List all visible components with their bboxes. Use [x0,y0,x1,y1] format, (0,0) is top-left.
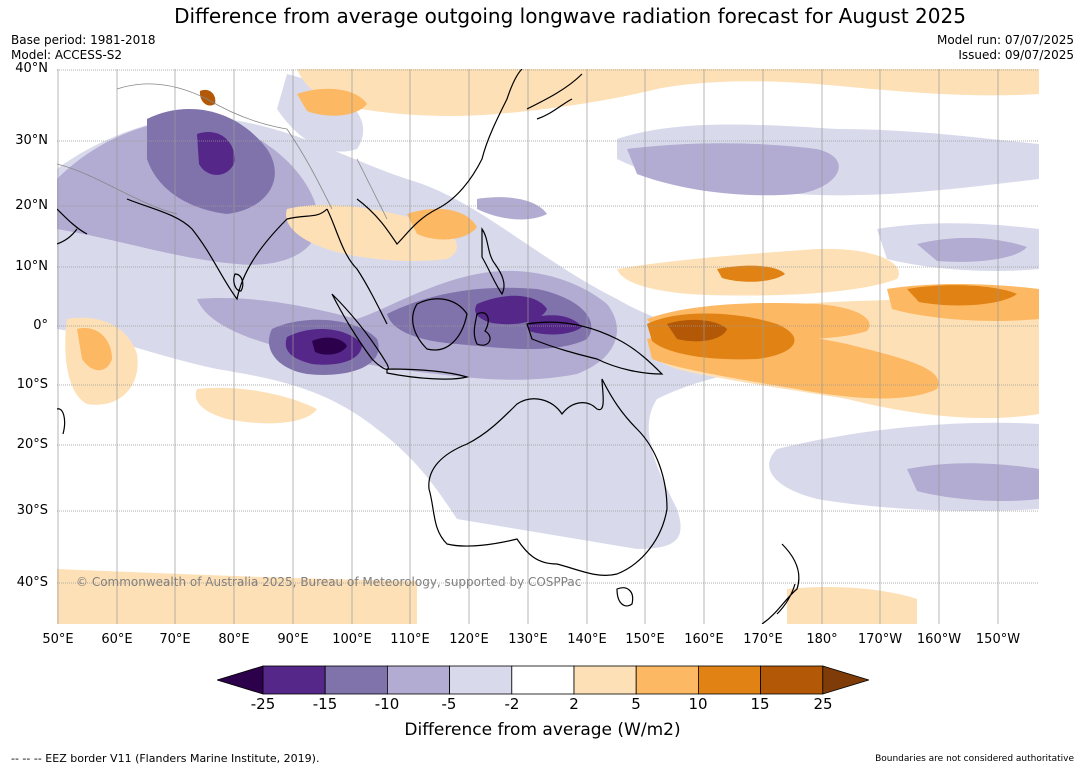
lon-label: 60°E [101,632,133,647]
eez-border-note: -- -- -- EEZ border V11 (Flanders Marine… [11,752,320,765]
colorbar-tick-label: 5 [631,695,641,713]
lon-label: 80°E [218,632,250,647]
colorbar-arrow-min [217,665,264,695]
map-svg [57,69,1039,624]
lon-label: 160°E [684,632,724,647]
lon-label: 170°E [743,632,783,647]
boundary-disclaimer: Boundaries are not considered authoritat… [875,754,1074,764]
mid-purple-region [907,463,1039,502]
lon-label: 90°E [277,632,309,647]
colorbar-cell [262,665,326,695]
lon-label: 170°W [857,632,903,647]
lon-label: 140°E [567,632,607,647]
meta-right: Model run: 07/07/2025 Issued: 09/07/2025 [937,33,1074,63]
colorbar-cell [386,665,450,695]
lat-label: 10°N [15,259,48,274]
lat-label: 10°S [16,377,48,392]
lon-label: 150°W [975,632,1021,647]
orange-region [77,328,112,371]
colorbar-title: Difference from average (W/m2) [404,720,681,740]
lat-label: 30°S [16,503,48,518]
mid-purple-region [477,197,547,220]
sri-lanka-coast [233,273,244,292]
new-zealand-coast [761,543,800,624]
model-name: Model: ACCESS-S2 [11,48,123,62]
coastlines [57,69,800,624]
colorbar-tick-label: 25 [813,695,833,713]
national-borders [57,83,388,220]
lon-label: 150°E [625,632,665,647]
lon-label: 70°E [159,632,191,647]
lon-label: 160°W [916,632,962,647]
positive-anomaly-fields [57,69,1039,624]
lon-label: 130°E [508,632,548,647]
lon-label: 110°E [390,632,430,647]
deep-purple-region [475,295,547,325]
issued-date: Issued: 09/07/2025 [958,48,1074,62]
tasmania-coast [616,587,634,607]
colorbar-cell [697,665,761,695]
colorbar-cells [217,665,869,695]
borneo-coast [412,298,468,351]
light-orange-region [297,69,1039,116]
colorbar-arrow-max [822,665,869,695]
colorbar-cell [573,665,637,695]
colorbar-tick-label: 2 [569,695,579,713]
southeast-asia-coast [326,69,523,325]
mid-purple-region [917,237,1027,262]
lat-label: 40°S [16,575,48,590]
lat-label: 30°N [15,133,48,148]
colorbar-tick-label: 15 [750,695,770,713]
philippines-coast [481,227,505,296]
light-orange-region [195,387,317,424]
copyright-notice: © Commonwealth of Australia 2025, Bureau… [76,575,582,589]
model-run: Model run: 07/07/2025 [936,33,1074,47]
sulawesi-coast [473,312,491,346]
java-coast [386,368,470,380]
map-area [57,69,1039,624]
deepest-orange-region [199,89,216,106]
lon-label: 120°E [449,632,489,647]
madagascar-coast [57,408,66,435]
deep-purple-region [527,315,582,335]
meta-left: Base period: 1981-2018 Model: ACCESS-S2 [11,33,156,63]
colorbar-tick-label: 10 [688,695,708,713]
lon-label: 100°E [332,632,372,647]
dark-orange-region [907,285,1017,306]
arabia-coast [57,208,88,245]
lat-label: 20°N [15,198,48,213]
mid-purple-region [627,143,839,196]
lat-label: 20°S [16,437,48,452]
australia-coast [428,378,668,576]
colorbar-tick-label: -25 [250,695,276,713]
map-title: Difference from average outgoing longwav… [174,4,966,28]
base-period: Base period: 1981-2018 [11,33,156,47]
lon-label: 180° [806,632,838,647]
colorbar-tick-label: -5 [441,695,457,713]
colorbar-tick-label: -2 [504,695,520,713]
colorbar-cell [760,665,824,695]
japan-coast [526,73,583,120]
deepest-orange-region [667,319,727,342]
colorbar-tick-label: -10 [374,695,400,713]
colorbar-cell [511,665,575,695]
colorbar-cell [324,665,388,695]
colorbar-tick-label: -15 [312,695,338,713]
lon-label: 50°E [42,632,74,647]
lat-label: 0° [33,318,48,333]
light-orange-region [787,587,917,624]
darkest-purple-region [312,337,347,355]
graticule [57,69,1039,624]
lat-label: 40°N [15,61,48,76]
dark-orange-region [717,265,785,282]
deep-purple-region [197,132,235,175]
india-coast [126,198,328,301]
new-guinea-coast [526,321,664,375]
colorbar [217,665,869,695]
colorbar-cell [635,665,699,695]
colorbar-cell [449,665,513,695]
sumatra-coast [331,293,389,371]
orange-region [297,88,367,116]
